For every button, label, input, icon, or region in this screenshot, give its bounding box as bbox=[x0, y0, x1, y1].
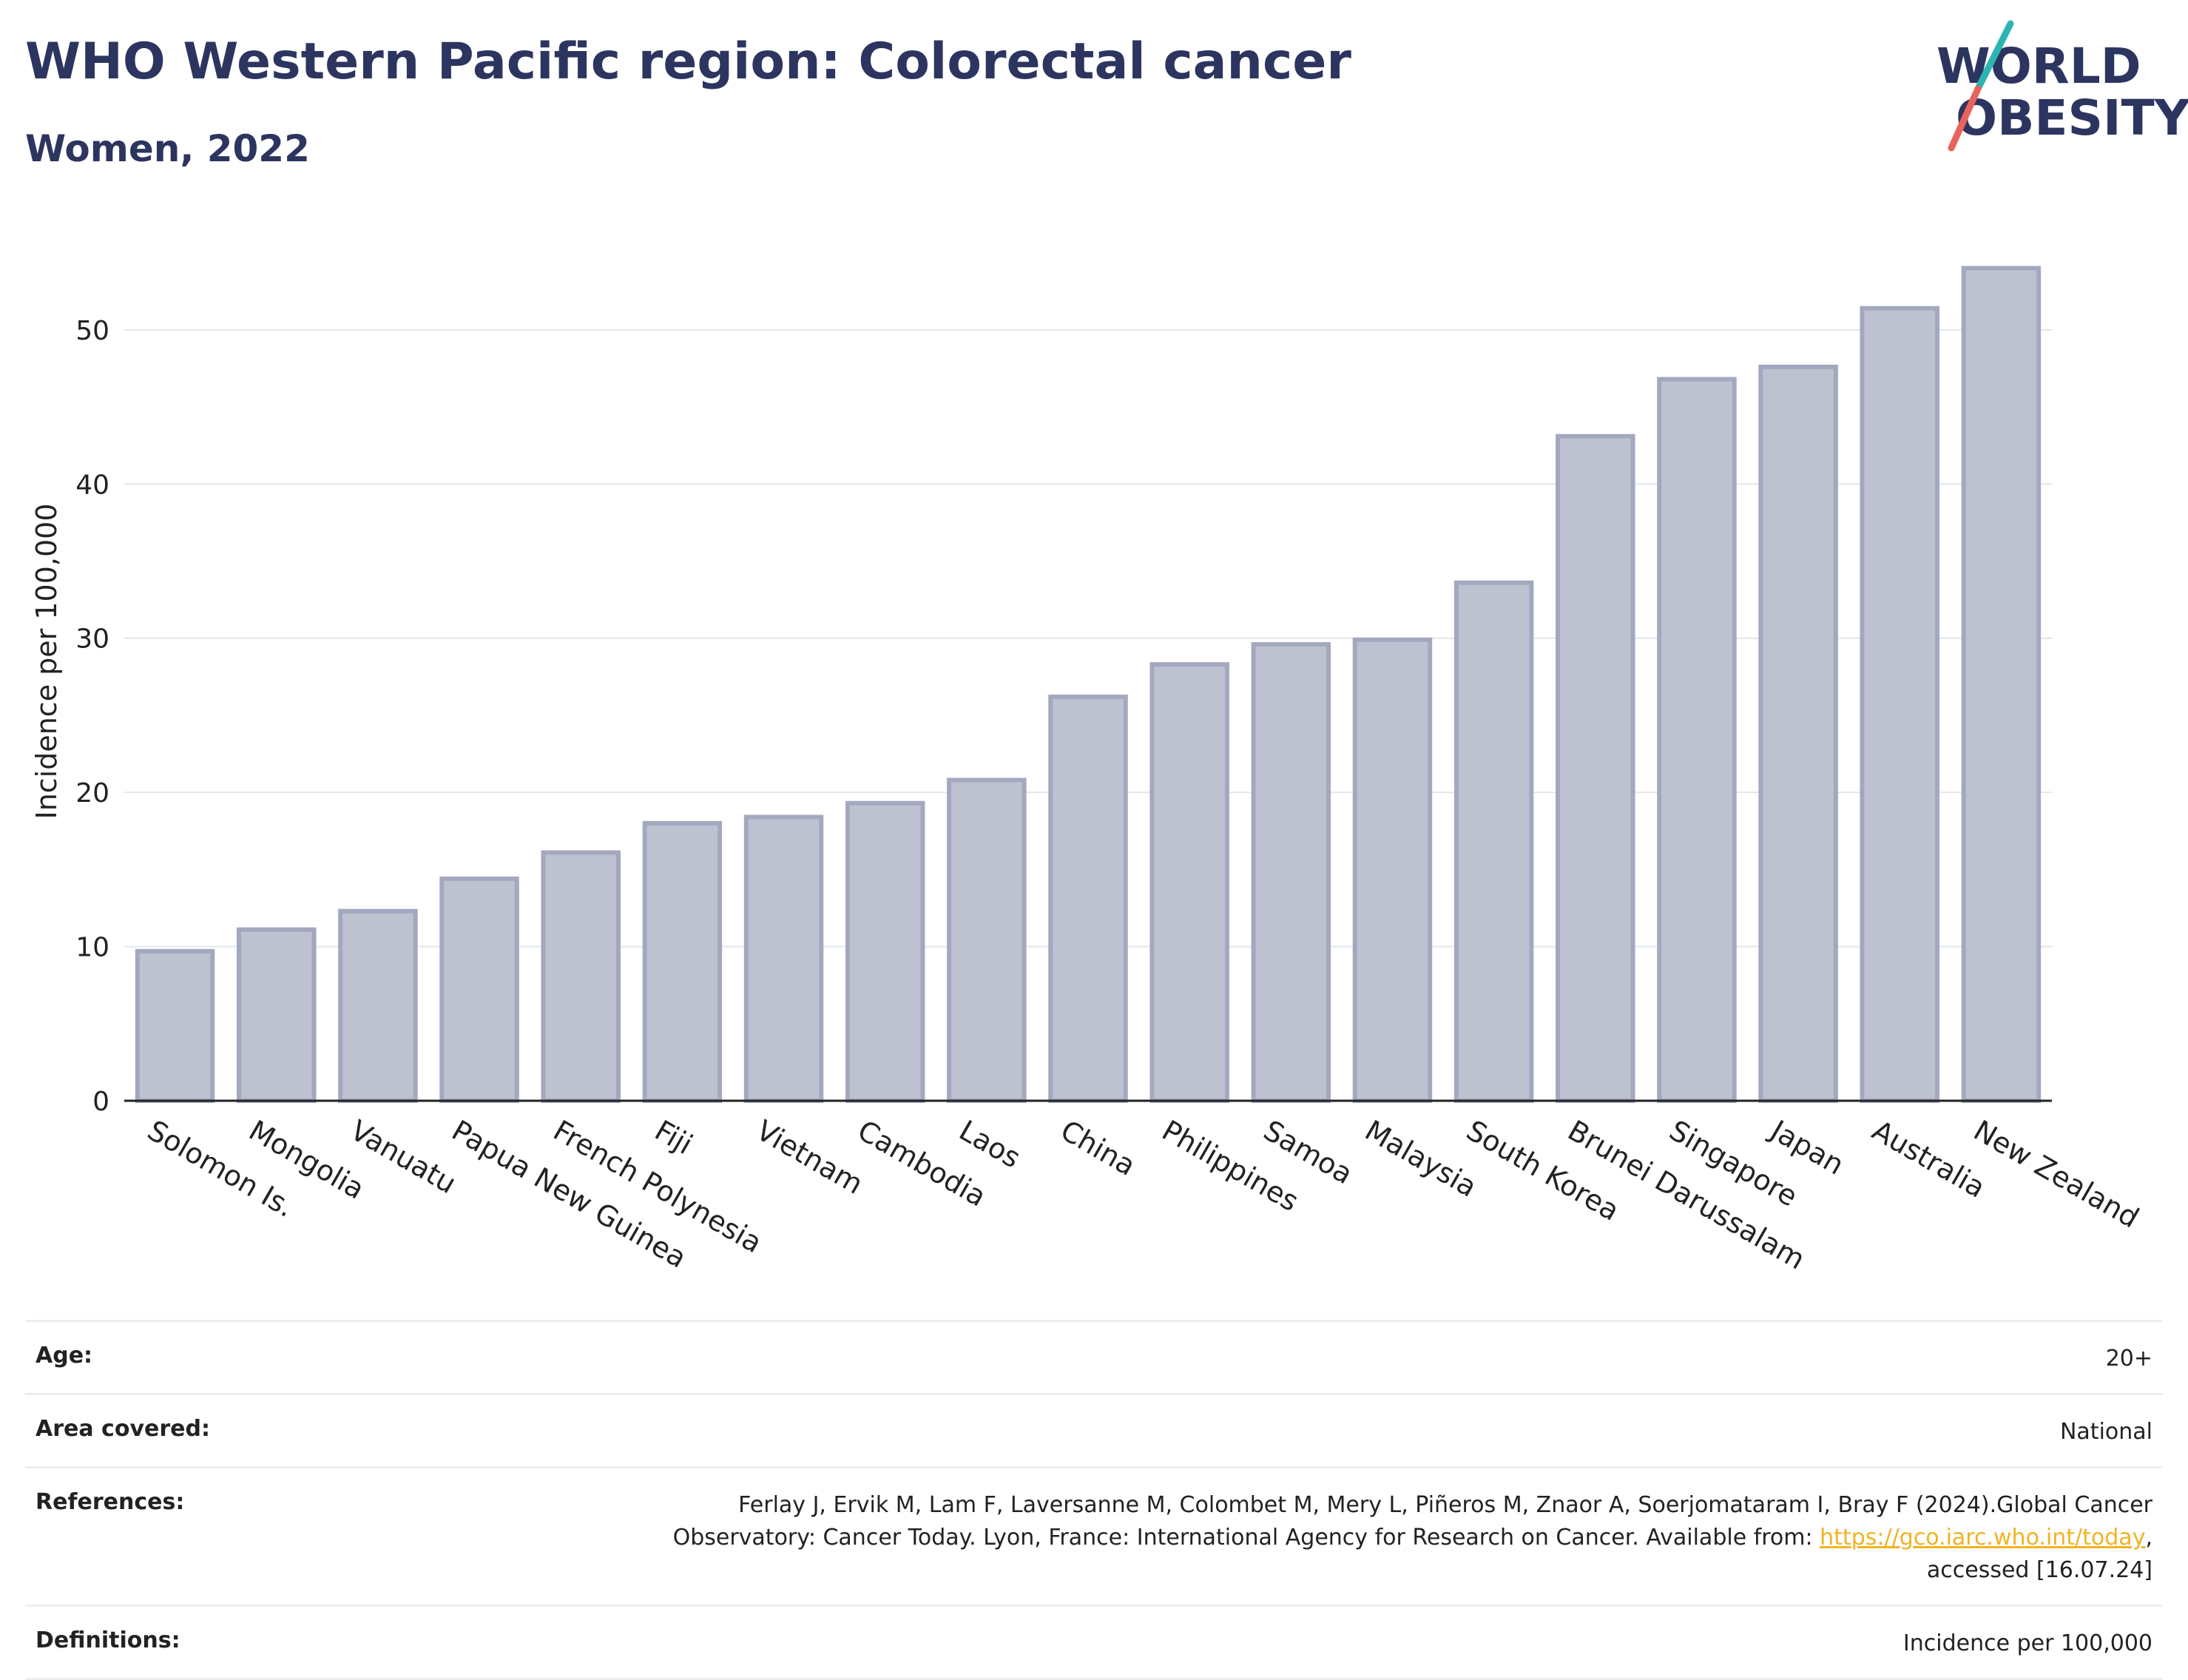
area-label: Area covered: bbox=[36, 1416, 210, 1442]
references-label: References: bbox=[36, 1489, 185, 1515]
meta-row-references: References: Ferlay J, Ervik M, Lam F, La… bbox=[25, 1466, 2163, 1605]
bar-layer bbox=[135, 266, 2042, 1104]
meta-row-definitions: Definitions: Incidence per 100,000 bbox=[25, 1605, 2163, 1680]
references-text-1: Ferlay J, Ervik M, Lam F, Laversanne M, … bbox=[738, 1492, 2152, 1518]
area-value: National bbox=[2059, 1419, 2152, 1445]
bar bbox=[439, 876, 519, 1103]
bar bbox=[1657, 377, 1737, 1103]
y-tick-label: 40 bbox=[75, 470, 109, 500]
references-text-3: , bbox=[2145, 1525, 2152, 1551]
logo-slash-teal bbox=[1974, 20, 2014, 92]
chart-subtitle: Women, 2022 bbox=[25, 127, 310, 170]
x-tick-label: Malaysia bbox=[1360, 1114, 1482, 1204]
y-axis-title: Incidence per 100,000 bbox=[30, 503, 63, 819]
logo-line-1: WORLD bbox=[1937, 38, 2141, 95]
bar bbox=[338, 908, 418, 1103]
definitions-value: Incidence per 100,000 bbox=[1902, 1630, 2152, 1656]
x-tick-label: Australia bbox=[1867, 1114, 1991, 1204]
bar bbox=[541, 850, 621, 1104]
references-link[interactable]: https://gco.iarc.who.int/today bbox=[1820, 1525, 2146, 1551]
y-tick-label: 20 bbox=[75, 778, 109, 809]
bar bbox=[135, 948, 215, 1103]
world-obesity-logo: WORLD OBESITY bbox=[1937, 20, 2188, 152]
bar bbox=[1048, 694, 1128, 1103]
bar bbox=[1758, 364, 1838, 1104]
meta-row-area: Area covered: National bbox=[25, 1393, 2163, 1466]
y-tick-label: 0 bbox=[92, 1087, 109, 1117]
x-tick-label: New Zealand bbox=[1968, 1114, 2144, 1235]
metadata-table: Age: 20+ Area covered: National Referenc… bbox=[25, 1320, 2163, 1680]
bar bbox=[947, 777, 1027, 1104]
x-tick-label: Fiji bbox=[649, 1114, 698, 1161]
bar bbox=[1251, 642, 1331, 1103]
age-value: 20+ bbox=[2105, 1346, 2152, 1372]
bar bbox=[1961, 266, 2042, 1103]
references-text-4: accessed [16.07.24] bbox=[1926, 1557, 2152, 1583]
x-tick-label: Vietnam bbox=[751, 1114, 868, 1201]
bar bbox=[1860, 306, 1940, 1103]
logo-slash-red bbox=[1948, 85, 1982, 152]
bar bbox=[1352, 637, 1433, 1103]
x-tick-label: China bbox=[1056, 1114, 1141, 1182]
definitions-label: Definitions: bbox=[36, 1627, 180, 1653]
y-tick-label: 50 bbox=[75, 316, 109, 346]
bar bbox=[642, 820, 723, 1104]
meta-row-age: Age: 20+ bbox=[25, 1320, 2163, 1393]
bar bbox=[845, 800, 925, 1103]
references-value: Ferlay J, Ervik M, Lam F, Laversanne M, … bbox=[673, 1489, 2152, 1587]
bar bbox=[1556, 434, 1635, 1103]
references-text-2: Observatory: Cancer Today. Lyon, France:… bbox=[672, 1525, 1820, 1551]
age-label: Age: bbox=[36, 1343, 93, 1369]
bar bbox=[1453, 580, 1534, 1103]
bar bbox=[743, 814, 824, 1103]
bar bbox=[236, 927, 317, 1103]
bar bbox=[1149, 662, 1229, 1103]
y-tick-label: 30 bbox=[75, 624, 109, 655]
chart-title: WHO Western Pacific region: Colorectal c… bbox=[25, 33, 1351, 91]
logo-line-2: OBESITY bbox=[1956, 90, 2188, 146]
bar-chart: 0 10 20 30 40 50 Solomon Is.MongoliaVanuatuPa… bbox=[30, 266, 2144, 1276]
x-tick-label: Laos bbox=[953, 1114, 1026, 1175]
y-tick-label: 10 bbox=[75, 933, 109, 963]
y-tick-labels: 0 10 20 30 40 50 bbox=[75, 316, 109, 1117]
